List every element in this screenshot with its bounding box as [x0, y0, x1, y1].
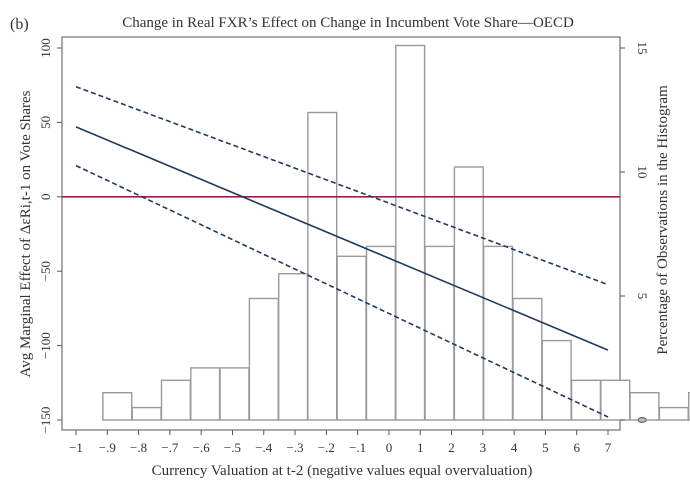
x-tick-label: −.2 — [318, 440, 335, 455]
x-tick-label: 3 — [480, 440, 487, 455]
histogram-bar — [570, 379, 602, 421]
y-right-tick-label: 5 — [635, 293, 650, 300]
y-left-tick-label: −50 — [38, 261, 53, 281]
histogram-bar — [395, 44, 426, 421]
histogram-bar — [336, 255, 367, 421]
y-axis-left-label: Avg Marginal Effect of ΔεRi,t-1 on Vote … — [18, 90, 34, 377]
histogram-bar — [424, 245, 455, 421]
histogram-bar — [190, 367, 221, 421]
histogram-bar — [629, 392, 660, 421]
histogram-bar — [658, 406, 689, 421]
histogram-bar — [160, 379, 191, 421]
y-left-tick-label: −100 — [38, 332, 53, 359]
x-tick-label: −.4 — [255, 440, 273, 455]
plot-frame — [61, 36, 621, 431]
histogram-bar — [541, 339, 572, 421]
x-tick-label: −.3 — [287, 440, 304, 455]
histogram-bar — [131, 406, 162, 421]
x-tick-label: 1 — [417, 440, 424, 455]
x-tick-label: 2 — [448, 440, 455, 455]
histogram-bar — [278, 273, 309, 421]
histogram-bar — [307, 111, 338, 421]
histogram-bar — [688, 392, 690, 421]
x-axis-label: Currency Valuation at t-2 (negative valu… — [152, 463, 533, 479]
x-tick-label: −.7 — [161, 440, 179, 455]
x-tick-label: 4 — [511, 440, 518, 455]
x-tick-label: 0 — [386, 440, 393, 455]
histogram-bar — [483, 245, 514, 421]
y-right-tick-label: 0 — [635, 417, 650, 424]
x-tick-label: −.1 — [349, 440, 366, 455]
histogram-bar — [453, 166, 484, 421]
x-tick-label: −.8 — [130, 440, 147, 455]
lower-ci-line — [75, 164, 609, 418]
panel-label: (b) — [10, 16, 29, 33]
histogram-bar — [365, 245, 396, 421]
plot-area: −1 −.9 −.8 −.7 −.6 −.5 −.4 −.3 −.2 −.1 0 1 2 3 4 5 6 7100… — [38, 36, 690, 455]
histogram-bar — [219, 367, 250, 421]
y-axis-right-label: Percentage of Observations in the Histog… — [655, 85, 671, 355]
y-left-tick-label: −150 — [38, 407, 53, 434]
histogram-bar — [248, 297, 279, 421]
chart-title: Change in Real FXR’s Effect on Change in… — [122, 15, 574, 31]
x-tick-label: −.6 — [193, 440, 211, 455]
x-tick-label: −.5 — [224, 440, 241, 455]
y-right-tick-label: 10 — [635, 166, 650, 179]
x-tick-label: 6 — [573, 440, 580, 455]
histogram-bar — [102, 392, 133, 421]
marginal-effect-line — [75, 126, 609, 351]
upper-ci-line — [75, 85, 609, 286]
histogram-bar — [600, 379, 631, 421]
x-tick-label: −.9 — [99, 440, 116, 455]
x-tick-label: 7 — [605, 440, 612, 455]
y-left-tick-label: 100 — [38, 38, 53, 58]
x-tick-label: −1 — [69, 440, 83, 455]
y-left-tick-label: 0 — [38, 194, 53, 201]
x-tick-label: 5 — [542, 440, 549, 455]
y-right-tick-label: 15 — [635, 42, 650, 55]
y-left-tick-label: 50 — [38, 116, 53, 129]
